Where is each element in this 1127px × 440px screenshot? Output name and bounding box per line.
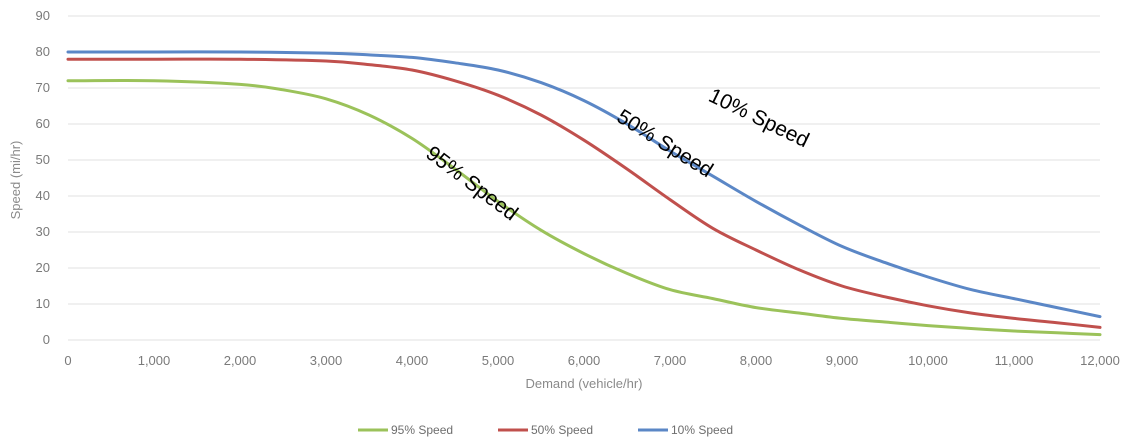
series-line-95-speed: [66, 79, 1102, 337]
grid-lines: [68, 15, 1100, 341]
x-tick-label: 12,000: [1080, 353, 1120, 368]
legend-label: 95% Speed: [391, 423, 453, 437]
y-tick-label: 70: [36, 80, 50, 95]
y-tick-label: 60: [36, 116, 50, 131]
x-tick-label: 1,000: [138, 353, 171, 368]
y-tick-label: 90: [36, 8, 50, 23]
series-line-50-speed: [66, 57, 1102, 329]
y-tick-label: 50: [36, 152, 50, 167]
x-tick-label: 5,000: [482, 353, 515, 368]
series-line-10-speed: [66, 50, 1102, 319]
y-tick-label: 40: [36, 188, 50, 203]
y-tick-label: 30: [36, 224, 50, 239]
x-tick-label: 11,000: [995, 353, 1034, 368]
series-lines: [66, 50, 1102, 337]
y-axis-label: Speed (mi/hr): [8, 141, 23, 220]
y-tick-label: 20: [36, 260, 50, 275]
y-tick-label: 80: [36, 44, 50, 59]
y-tick-label: 10: [36, 296, 50, 311]
x-axis-ticks: 0 1,000 2,000 3,000 4,000 5,000 6,000 7,000 8,00…: [64, 353, 1120, 368]
y-axis-ticks: 0 10 20 30 40 50 60 70 80 90: [36, 8, 50, 347]
x-axis-label: Demand (vehicle/hr): [525, 376, 642, 391]
x-tick-label: 2,000: [224, 353, 257, 368]
x-tick-label: 3,000: [310, 353, 343, 368]
y-tick-label: 0: [43, 332, 50, 347]
legend-label: 50% Speed: [531, 423, 593, 437]
x-tick-label: 10,000: [908, 353, 948, 368]
x-tick-label: 0: [64, 353, 71, 368]
x-tick-label: 8,000: [740, 353, 773, 368]
legend: 95% Speed 50% Speed 10% Speed: [358, 423, 733, 437]
series-annotation: 95% Speed: [422, 142, 523, 226]
x-tick-label: 6,000: [568, 353, 601, 368]
x-tick-label: 4,000: [396, 353, 429, 368]
legend-label: 10% Speed: [671, 423, 733, 437]
x-tick-label: 7,000: [654, 353, 687, 368]
x-tick-label: 9,000: [826, 353, 859, 368]
series-annotation: 10% Speed: [705, 84, 813, 152]
